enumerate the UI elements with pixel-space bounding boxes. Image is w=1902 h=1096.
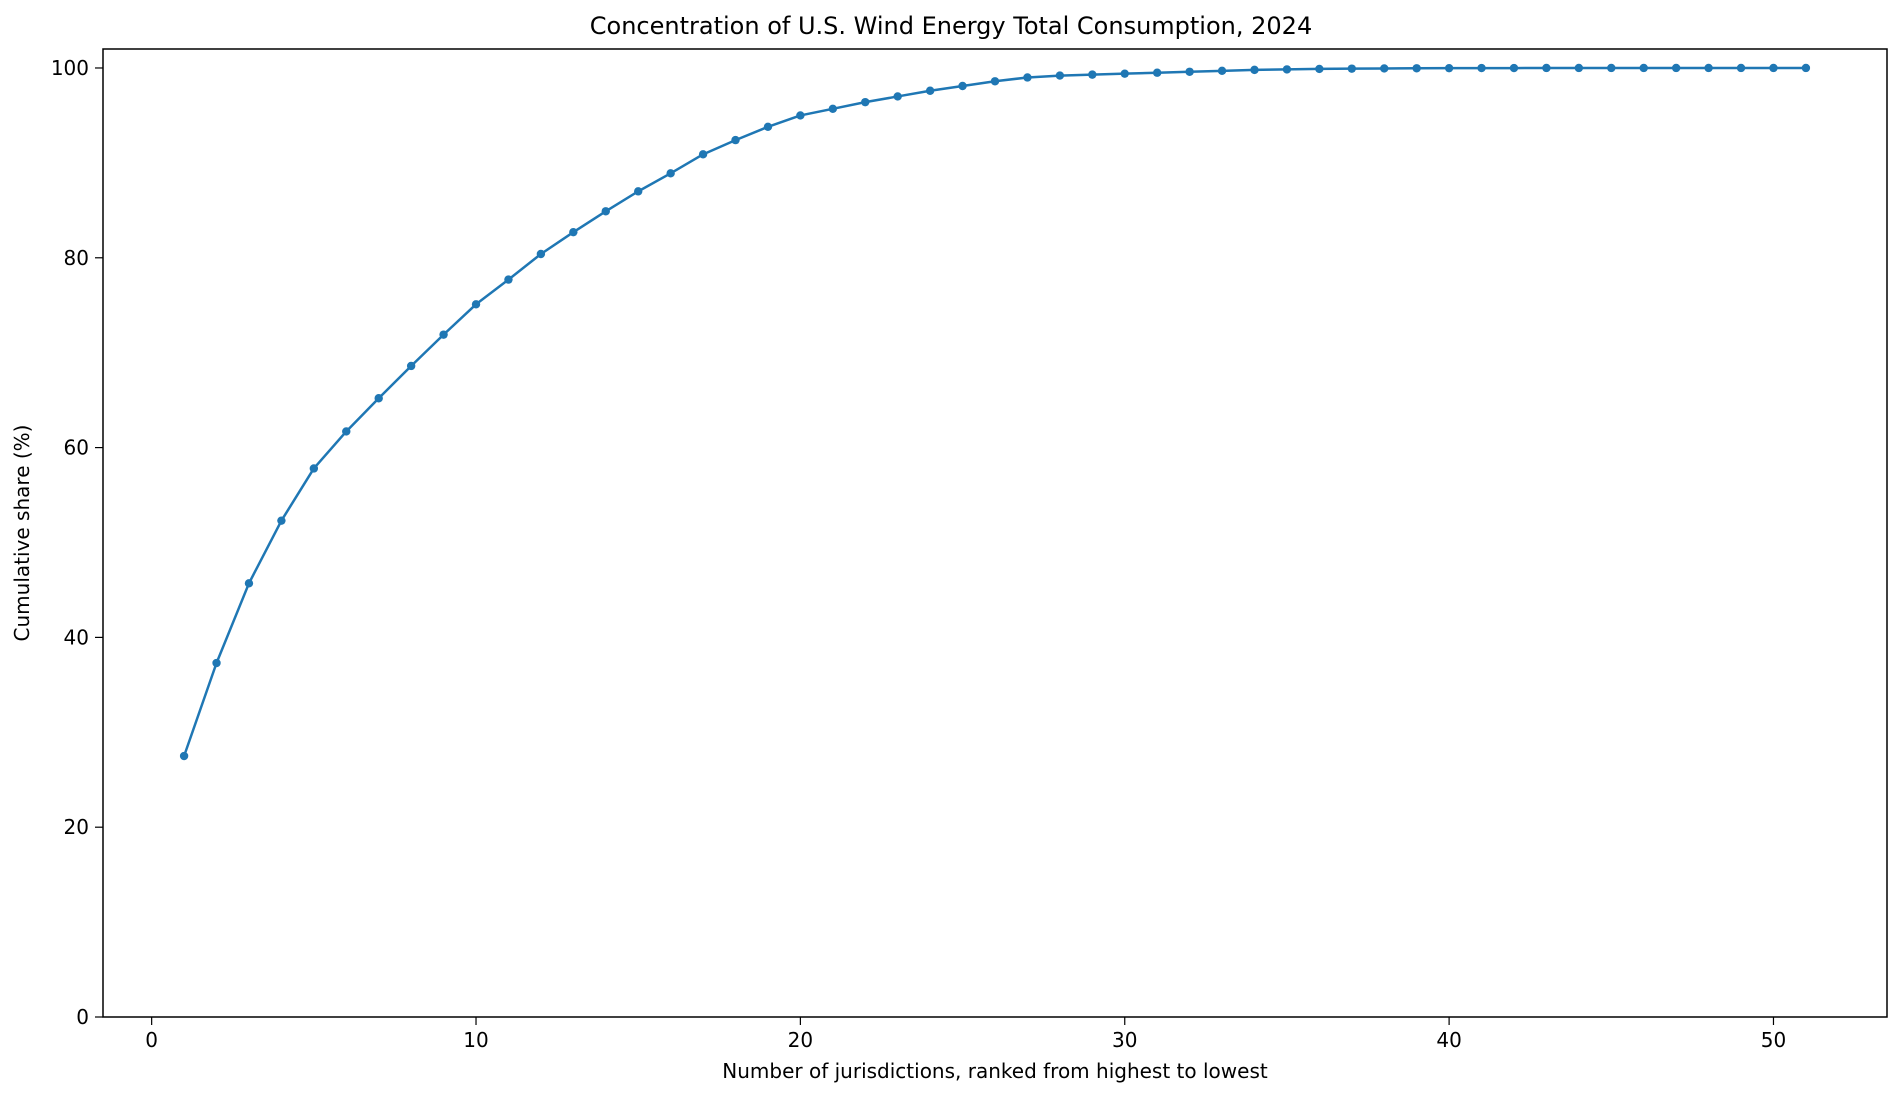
data-point bbox=[1250, 65, 1259, 75]
data-point bbox=[1120, 69, 1129, 78]
data-point bbox=[277, 516, 286, 525]
x-axis-label: Number of jurisdictions, ranked from hig… bbox=[722, 1059, 1268, 1083]
data-point bbox=[731, 135, 740, 145]
data-point bbox=[1574, 63, 1584, 73]
data-point bbox=[569, 227, 578, 237]
data-point bbox=[212, 658, 221, 668]
data-point bbox=[244, 579, 254, 588]
x-tick-label: 30 bbox=[1112, 1028, 1137, 1052]
y-tick-label: 20 bbox=[64, 815, 89, 839]
x-axis-ticks: 0 10 20 30 40 50 bbox=[145, 1017, 1786, 1052]
x-tick-label: 0 bbox=[145, 1028, 158, 1052]
data-point bbox=[1607, 63, 1616, 73]
y-tick-label: 80 bbox=[64, 246, 89, 270]
data-point bbox=[861, 97, 870, 107]
data-point bbox=[958, 81, 967, 91]
y-axis-label: Cumulative share (%) bbox=[10, 425, 34, 642]
data-point bbox=[1023, 73, 1032, 82]
data-point bbox=[698, 150, 708, 159]
x-tick-label: 50 bbox=[1761, 1028, 1786, 1052]
data-point bbox=[893, 92, 902, 101]
data-point bbox=[504, 275, 513, 284]
data-point bbox=[990, 77, 1000, 86]
data-point bbox=[406, 361, 416, 371]
data-point bbox=[1282, 65, 1292, 74]
data-point bbox=[439, 330, 448, 339]
plot-frame bbox=[102, 48, 1888, 1018]
y-tick-label: 0 bbox=[76, 1005, 89, 1029]
data-point bbox=[666, 169, 675, 178]
data-point bbox=[1412, 64, 1421, 73]
y-tick-label: 40 bbox=[64, 625, 89, 649]
data-point bbox=[342, 427, 351, 436]
data-point bbox=[536, 249, 546, 259]
data-point bbox=[1444, 63, 1454, 73]
data-point bbox=[1477, 63, 1486, 73]
data-point bbox=[1347, 64, 1357, 73]
y-tick-label: 60 bbox=[64, 436, 89, 460]
data-point bbox=[925, 86, 935, 95]
data-point bbox=[1217, 66, 1227, 76]
x-tick-label: 20 bbox=[788, 1028, 813, 1052]
x-tick-label: 40 bbox=[1436, 1028, 1461, 1052]
data-point bbox=[1704, 63, 1713, 73]
data-point bbox=[179, 751, 189, 761]
data-point bbox=[1380, 64, 1389, 73]
data-point bbox=[1542, 63, 1551, 73]
data-point bbox=[1639, 63, 1648, 73]
data-point bbox=[1509, 63, 1519, 73]
data-point bbox=[634, 187, 643, 196]
y-axis-ticks: 0 20 40 60 80 100 bbox=[51, 56, 103, 1029]
data-point bbox=[1185, 67, 1194, 76]
data-point bbox=[828, 104, 838, 113]
data-point bbox=[796, 111, 805, 120]
series-line bbox=[182, 66, 1806, 757]
data-point bbox=[601, 207, 610, 216]
data-point bbox=[374, 394, 383, 403]
data-point bbox=[1801, 63, 1811, 73]
series-points bbox=[179, 63, 1811, 761]
data-point bbox=[1315, 64, 1324, 74]
data-point bbox=[1055, 71, 1065, 80]
chart-title: Concentration of U.S. Wind Energy Total … bbox=[590, 12, 1312, 40]
data-point bbox=[1769, 63, 1778, 73]
x-tick-label: 10 bbox=[463, 1028, 488, 1052]
y-tick-label: 100 bbox=[51, 56, 89, 80]
data-point bbox=[1736, 63, 1746, 73]
data-point bbox=[309, 464, 319, 473]
data-point bbox=[763, 122, 773, 132]
data-point bbox=[1152, 68, 1162, 77]
data-point bbox=[471, 300, 481, 309]
data-point bbox=[1088, 70, 1097, 79]
data-point bbox=[1671, 63, 1681, 73]
